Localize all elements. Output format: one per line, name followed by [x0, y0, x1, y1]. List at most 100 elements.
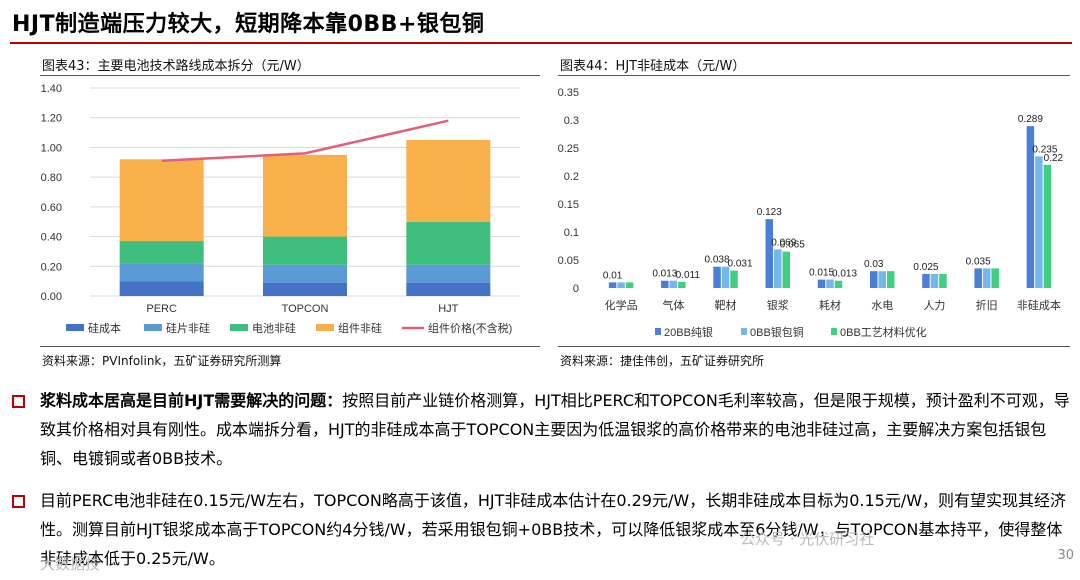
bar: [1035, 156, 1043, 288]
legend-swatch: [230, 324, 248, 331]
stacked-cost-chart: 0.00 0.20 0.40 0.60 0.80 1.00 1.20 1.40 PERC TOPC…: [41, 83, 520, 335]
bullet-square-icon: [12, 495, 25, 508]
bar-segment: [406, 282, 491, 296]
legend-swatch: [655, 328, 661, 335]
x-tick-label: 银浆: [767, 298, 789, 312]
bar: [661, 280, 669, 288]
bullet-paragraph-2: 目前PERC电池非硅在0.15元/W左右，TOPCON略高于该值，HJT非硅成本…: [40, 486, 1070, 573]
data-label: 0.011: [676, 270, 701, 281]
bar: [834, 280, 843, 288]
bar: [625, 282, 634, 288]
bar: [817, 279, 826, 288]
page-title: HJT制造端压力较大，短期降本靠0BB+银包铜: [12, 12, 485, 37]
data-label: 0.289: [1018, 114, 1043, 125]
bar: [826, 279, 834, 288]
bar: [1043, 164, 1052, 288]
bar: [930, 274, 939, 288]
chart-2-bottom-rule: [558, 346, 1070, 347]
bar: [721, 266, 730, 288]
x-tick-label: HJT: [438, 303, 458, 315]
data-label: 0.123: [757, 207, 782, 218]
data-label: 0.069: [771, 237, 796, 248]
bar: [608, 282, 617, 288]
bar-segment: [119, 241, 204, 264]
y-tick-label: 0.1: [564, 227, 579, 239]
legend-swatch: [144, 324, 162, 331]
y-tick-label: 0.00: [41, 291, 62, 303]
bar: [878, 271, 886, 288]
y-tick-label: 0.2: [564, 171, 579, 183]
x-tick-label: 靶材: [715, 298, 737, 312]
bar-segment: [119, 263, 204, 282]
bar: [939, 274, 947, 288]
data-label: 0.013: [832, 269, 857, 280]
legend-swatch: [316, 324, 334, 331]
chart-1-source: 资料来源：PVInfolink，五矿证券研究所测算: [42, 354, 282, 368]
x-tick-label: 非硅成本: [1017, 298, 1061, 312]
bar: [1026, 126, 1035, 288]
y-tick-label: 0.35: [558, 87, 579, 99]
y-tick-label: 0.60: [41, 202, 62, 214]
data-label: 0.035: [966, 256, 991, 267]
bullet-square-icon: [12, 395, 25, 408]
legend-label: 硅成本: [88, 321, 121, 335]
bar: [678, 281, 686, 288]
data-label: 0.025: [913, 262, 938, 273]
x-tick-label: 水电: [871, 299, 893, 312]
x-tick-label: TOPCON: [282, 303, 329, 315]
chart-2-top-rule: [558, 75, 1070, 76]
legend-label: 0BB银包铜: [750, 325, 804, 339]
chart-1-bottom-rule: [40, 346, 540, 347]
chart-2-source: 资料来源：捷佳伟创，五矿证券研究所: [560, 354, 765, 368]
legend-label: 组件非硅: [338, 321, 382, 335]
y-tick-label: 0: [573, 283, 579, 295]
x-tick-label: 折旧: [976, 298, 998, 312]
x-tick-label: PERC: [146, 303, 177, 315]
page-number: 30: [1057, 548, 1074, 563]
legend-label: 电池非硅: [252, 322, 296, 335]
watermark-text-left: 大数据技: [40, 555, 101, 573]
bar: [974, 268, 982, 288]
bullet-1-text: 按照目前产业链价格测算，HJT相比PERC和TOPCON毛利率较高，但是限于规模…: [40, 391, 1070, 468]
bar: [991, 268, 999, 288]
y-tick-label: 0.15: [558, 199, 579, 211]
chart-2-caption: 图表44：HJT非硅成本（元/W）: [560, 59, 746, 74]
bullet-2-text: 目前PERC电池非硅在0.15元/W左右，TOPCON略高于该值，HJT非硅成本…: [40, 491, 1067, 568]
chart-1-caption: 图表43：主要电池技术路线成本拆分（元/W）: [42, 59, 310, 74]
y-tick-label: 0.25: [558, 143, 579, 155]
title-divider: [10, 42, 1072, 44]
data-label: 0.065: [780, 240, 805, 251]
x-tick-label: 化学品: [605, 298, 638, 312]
bar-segment: [263, 282, 347, 296]
y-tick-label: 0.3: [564, 115, 579, 127]
bar: [669, 280, 678, 288]
bar: [886, 271, 895, 288]
bar: [982, 268, 991, 288]
y-tick-label: 0.80: [41, 172, 62, 184]
bar: [782, 251, 791, 288]
bullet-1-lead: 浆料成本居高是目前HJT需要解决的问题：: [40, 391, 343, 410]
y-tick-label: 0.40: [41, 232, 62, 244]
legend-swatch: [831, 328, 837, 335]
y-tick-label: 1.20: [41, 113, 62, 125]
x-tick-label: 耗材: [819, 298, 841, 312]
bar-segment: [406, 221, 491, 265]
bar: [617, 282, 625, 288]
data-label: 0.013: [652, 269, 677, 280]
bar: [765, 219, 774, 288]
price-line: [161, 119, 449, 163]
data-label: 0.22: [1044, 153, 1064, 164]
watermark-text: 公众号 · 光伏研习社: [740, 530, 875, 548]
data-label: 0.01: [603, 270, 623, 281]
x-tick-label: 气体: [662, 298, 684, 312]
bar-segment: [406, 140, 491, 222]
legend-label: 硅片非硅: [166, 322, 210, 335]
y-tick-label: 1.00: [41, 142, 62, 154]
hjt-nonsilicon-chart: 0 0.05 0.1 0.15 0.2 0.25 0.3 0.35 化学品 气体 靶材 银浆 耗材 水电 人…: [558, 87, 1064, 339]
x-tick-label: 人力: [923, 299, 945, 312]
legend-label: 0BB工艺材料优化: [840, 325, 927, 339]
bar-segment: [119, 159, 204, 242]
bar-segment: [263, 236, 347, 265]
legend-label: 组件价格(不含税): [428, 321, 512, 335]
y-tick-label: 0.20: [41, 261, 62, 273]
